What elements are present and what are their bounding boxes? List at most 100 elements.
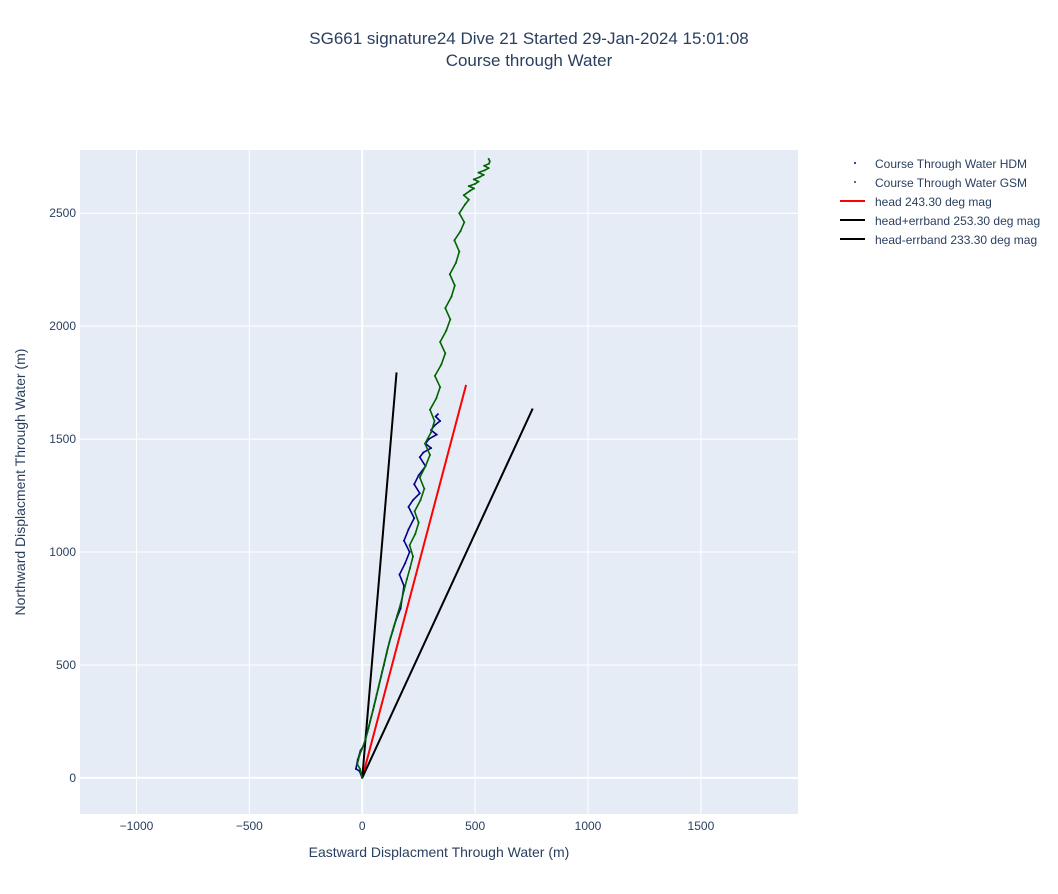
x-tick-label: −500 (236, 819, 263, 833)
data-point (404, 562, 407, 565)
data-point (464, 203, 467, 206)
data-point (488, 162, 491, 165)
data-point (403, 539, 406, 542)
data-point (372, 704, 375, 707)
data-point (430, 447, 433, 450)
data-point (472, 178, 475, 181)
series-layer (354, 158, 534, 779)
data-point (408, 544, 411, 547)
data-point (463, 221, 466, 224)
y-tick-label: 2000 (49, 319, 76, 333)
data-point (413, 517, 416, 520)
data-point (483, 169, 486, 172)
x-tick-label: 1500 (688, 819, 715, 833)
legend-item[interactable]: head-errband 233.30 deg mag (835, 230, 1040, 249)
data-point (433, 374, 436, 377)
data-point (439, 340, 442, 343)
data-point (403, 589, 406, 592)
legend-label: head+errband 253.30 deg mag (875, 213, 1041, 228)
y-tick-label: 2500 (49, 206, 76, 220)
data-point (453, 284, 456, 287)
data-point (358, 767, 361, 770)
series-line (361, 408, 534, 779)
data-point (414, 532, 417, 535)
data-point (445, 329, 448, 332)
y-tick-label: 1500 (49, 432, 76, 446)
data-point (448, 273, 451, 276)
legend-label: head 243.30 deg mag (875, 194, 992, 209)
legend-swatch (835, 154, 865, 173)
chart-title: SG661 signature24 Dive 21 Started 29-Jan… (309, 29, 749, 48)
x-tick-label: 0 (359, 819, 366, 833)
data-point (407, 528, 410, 531)
data-point (409, 566, 412, 569)
data-point (361, 747, 364, 750)
legend-swatch (835, 211, 865, 230)
data-point (458, 212, 461, 215)
data-point (378, 682, 381, 685)
data-point (413, 510, 416, 513)
grid-lines (80, 150, 798, 814)
plot-area[interactable] (80, 150, 798, 814)
data-point (428, 408, 431, 411)
data-point (467, 185, 470, 188)
data-point (462, 194, 465, 197)
data-point (487, 167, 490, 170)
x-axis-label: Eastward Displacment Through Water (m) (309, 844, 570, 860)
data-point (418, 492, 421, 495)
y-tick-label: 0 (69, 771, 76, 785)
data-point (483, 164, 486, 167)
y-tick-label: 500 (56, 658, 76, 672)
data-point (412, 555, 415, 558)
data-point (477, 171, 480, 174)
data-point (408, 551, 411, 554)
legend-label: Course Through Water HDM (875, 156, 1028, 171)
data-point (444, 352, 447, 355)
chart-subtitle: Course through Water (445, 51, 613, 70)
legend-item[interactable]: head+errband 253.30 deg mag (835, 211, 1040, 230)
series-2 (361, 384, 468, 779)
data-point (482, 173, 485, 176)
data-point (450, 295, 453, 298)
y-tick-label: 1000 (49, 545, 76, 559)
data-point (419, 499, 422, 502)
legend-label: head-errband 233.30 deg mag (875, 232, 1038, 247)
data-point (434, 415, 437, 418)
legend-swatch (835, 192, 865, 211)
data-point (474, 182, 477, 185)
data-point (354, 767, 357, 770)
data-point (407, 505, 410, 508)
data-point (356, 763, 359, 766)
legend-label: Course Through Water GSM (875, 175, 1028, 190)
legend-swatch (835, 173, 865, 192)
data-point (439, 386, 442, 389)
data-point (375, 693, 378, 696)
data-point (435, 433, 438, 436)
data-point (428, 453, 431, 456)
chart-title-block: SG661 signature24 Dive 21 Started 29-Jan… (0, 28, 1058, 72)
x-tick-label: 500 (465, 819, 485, 833)
data-point (413, 483, 416, 486)
legend-item[interactable]: Course Through Water HDM (835, 154, 1040, 173)
data-point (383, 659, 386, 662)
data-point (472, 187, 475, 190)
legend-item[interactable]: head 243.30 deg mag (835, 192, 1040, 211)
data-point (467, 198, 470, 201)
data-point (417, 474, 420, 477)
data-point (418, 456, 421, 459)
legend-item[interactable]: Course Through Water GSM (835, 173, 1040, 192)
series-1 (356, 158, 491, 779)
data-point (444, 307, 447, 310)
data-point (478, 176, 481, 179)
data-point (361, 776, 364, 779)
x-tick-label: 1000 (575, 819, 602, 833)
x-tick-label: −1000 (120, 819, 154, 833)
data-point (389, 636, 392, 639)
data-point (398, 573, 401, 576)
data-point (433, 420, 436, 423)
data-point (396, 614, 399, 617)
data-point (453, 239, 456, 242)
data-point (418, 476, 421, 479)
data-point (440, 363, 443, 366)
